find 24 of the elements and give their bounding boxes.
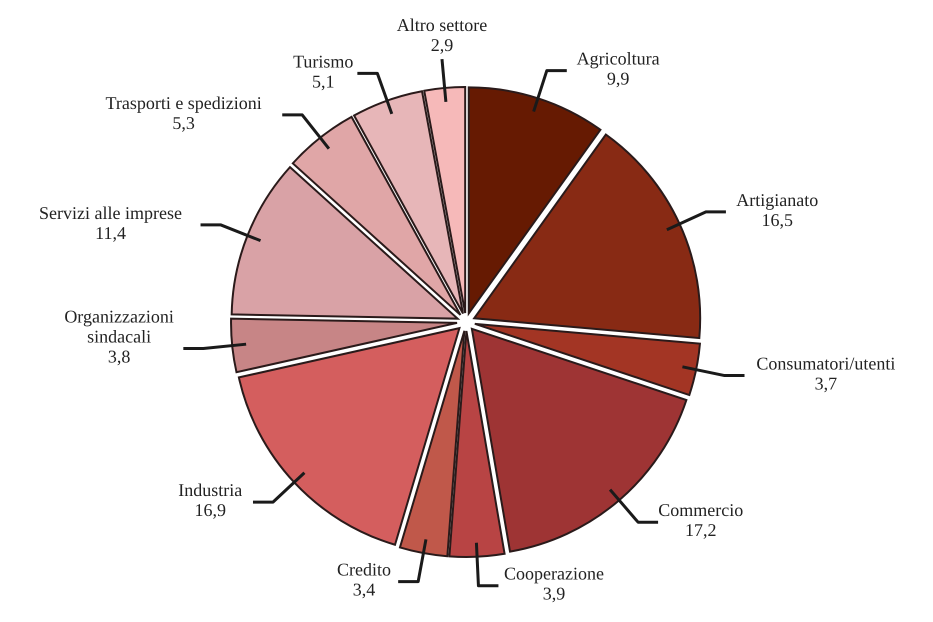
- data-label: 3,9: [542, 584, 566, 604]
- data-label: 9,9: [606, 68, 630, 89]
- data-label: 3,8: [108, 346, 130, 366]
- slice-label: Servizi alle imprese: [39, 202, 182, 223]
- data-label: 5,3: [172, 112, 195, 133]
- data-label: 17,2: [685, 520, 717, 540]
- slice-label: Artigianato: [736, 190, 818, 210]
- data-label: 16,5: [761, 210, 793, 230]
- slice-label: Credito: [337, 560, 392, 580]
- data-label: 16,9: [194, 500, 226, 520]
- slice-label: Commercio: [658, 500, 744, 520]
- slice-label: Organizzazioni sindacali: [64, 306, 174, 346]
- slice-label: Altro settore: [396, 15, 488, 36]
- slice-label: Consumatori/utenti: [756, 354, 896, 374]
- data-label: 5,1: [312, 71, 335, 92]
- slice-label: Cooperazione: [504, 564, 604, 584]
- slice-label: Turismo: [293, 51, 354, 72]
- slice-label: Agricoltura: [576, 48, 660, 69]
- data-label: 11,4: [95, 222, 126, 243]
- data-label: 2,9: [430, 35, 454, 56]
- slice-label: Trasporti e spedizioni: [105, 92, 262, 113]
- data-label: 3,4: [352, 580, 376, 600]
- data-label: 3,7: [814, 374, 838, 394]
- slice-label: Industria: [178, 480, 242, 500]
